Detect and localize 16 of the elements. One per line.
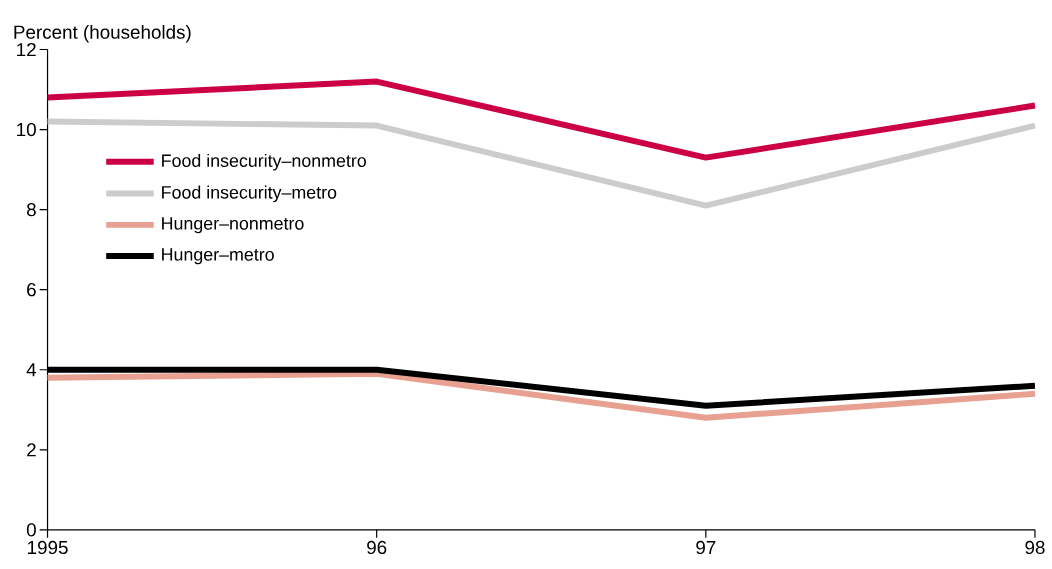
x-tick-label: 98 [1025, 540, 1045, 554]
y-tick-label: 2 [27, 442, 36, 457]
y-tick-label: 0 [26, 522, 36, 537]
y-tick-label: 6 [27, 282, 36, 297]
y-tick-label: 12 [17, 42, 36, 56]
legend-label: Food insecurity–metro [162, 185, 337, 202]
y-axis-title: Percent (households) [14, 24, 191, 43]
x-tick-label: 97 [696, 540, 716, 554]
legend-label: Hunger–nonmetro [162, 217, 304, 233]
legend-label: Food insecurity–nonmetro [162, 153, 366, 171]
y-tick-label: 8 [26, 202, 36, 217]
x-tick-label: 1995 [28, 540, 68, 554]
y-tick-label: 4 [26, 363, 37, 376]
x-tick-label: 96 [367, 540, 387, 554]
legend-label: Hunger–metro [162, 248, 274, 265]
y-tick-label: 10 [17, 122, 36, 136]
